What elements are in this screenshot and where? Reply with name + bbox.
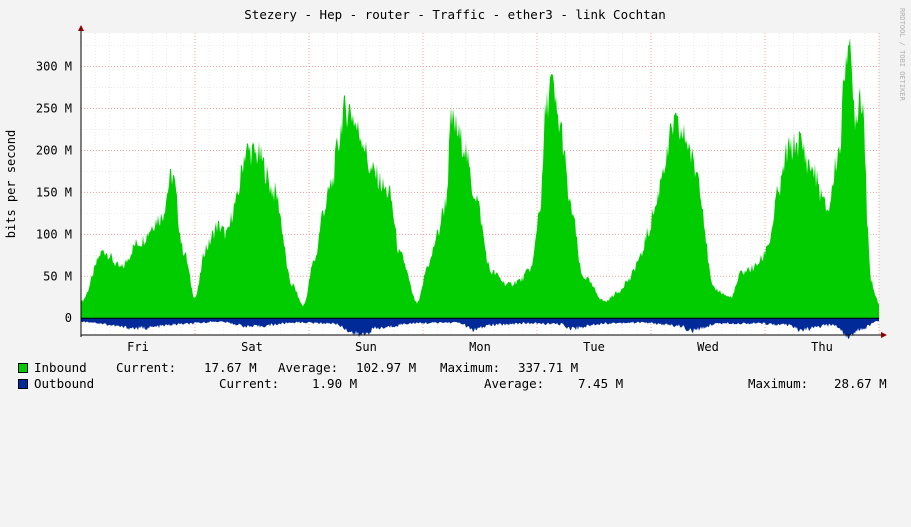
outbound-area [81,318,879,339]
legend-outbound: Outbound Current: 1.90 M Average: 7.45 M… [18,376,887,391]
x-tick-label: Wed [697,340,719,354]
y-tick-label: 50 M [43,269,72,283]
inbound-swatch [18,363,28,373]
y-tick-label: 200 M [36,143,72,157]
y-axis-arrow [78,25,84,31]
outbound-current-label: Current: [219,376,280,391]
x-tick-label: Sun [355,340,377,354]
chart-title: Stezery - Hep - router - Traffic - ether… [244,7,665,22]
inbound-average-label: Average: [278,360,339,375]
inbound-average-value: 102.97 M [356,360,417,375]
x-tick-label: Thu [811,340,833,354]
y-tick-label: 150 M [36,185,72,199]
x-tick-label: Mon [469,340,491,354]
rrdtool-watermark: RRDTOOL / TOBI OETIKER [898,8,906,102]
legend-inbound: Inbound Current: 17.67 M Average: 102.97… [18,360,578,375]
outbound-average-value: 7.45 M [578,376,624,391]
x-tick-label: Tue [583,340,605,354]
x-tick-label: Fri [127,340,149,354]
inbound-current-label: Current: [116,360,177,375]
inbound-area [81,38,879,319]
y-tick-label: 250 M [36,102,72,116]
outbound-average-label: Average: [484,376,545,391]
rrd-traffic-graph: 0 50 M 100 M 150 M 200 M 250 M 300 M Fri Sat Sun M… [4,7,906,391]
y-tick-label: 300 M [36,60,72,74]
outbound-maximum-label: Maximum: [748,376,809,391]
y-tick-label: 100 M [36,227,72,241]
x-axis-arrow [881,332,887,338]
y-axis-label: bits per second [4,130,18,238]
outbound-swatch [18,379,28,389]
inbound-current-value: 17.67 M [204,360,257,375]
inbound-label: Inbound [34,360,87,375]
outbound-maximum-value: 28.67 M [834,376,887,391]
inbound-maximum-label: Maximum: [440,360,501,375]
x-tick-label: Sat [241,340,263,354]
inbound-maximum-value: 337.71 M [518,360,579,375]
traffic-chart: 0 50 M 100 M 150 M 200 M 250 M 300 M Fri Sat Sun M… [4,7,906,354]
y-tick-label: 0 [65,311,72,325]
outbound-label: Outbound [34,376,95,391]
outbound-current-value: 1.90 M [312,376,358,391]
